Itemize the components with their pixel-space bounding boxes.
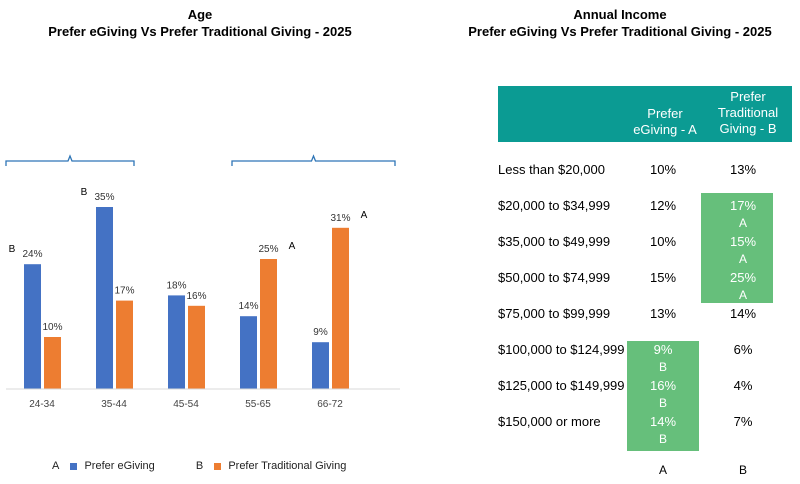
- header-col-a-line: eGiving - A: [633, 122, 697, 137]
- income-row-label: $100,000 to $124,999: [498, 342, 625, 357]
- bar-value-label: 18%: [166, 280, 186, 291]
- x-tick-label: 45-54: [173, 399, 199, 410]
- bar-value-label: 9%: [313, 327, 328, 338]
- age-chart-title: Age Prefer eGiving Vs Prefer Traditional…: [0, 6, 400, 40]
- bar-traditional-66-72: [332, 227, 349, 389]
- income-cell-b: 14%: [729, 306, 757, 321]
- income-significance-a: B: [658, 396, 667, 410]
- income-cell-a: 9%: [653, 342, 673, 357]
- income-cell-a: 13%: [649, 306, 677, 321]
- bar-traditional-35-44: [116, 300, 133, 389]
- bar-value-label: 35%: [94, 192, 114, 203]
- income-table-title-text: Annual Income: [573, 7, 667, 22]
- group-bracket: [5, 154, 135, 166]
- bar-value-label: 16%: [186, 291, 206, 302]
- income-table-subtitle: Prefer eGiving Vs Prefer Traditional Giv…: [468, 24, 772, 39]
- income-cell-b: 13%: [729, 162, 757, 177]
- income-cell-b: 25%: [729, 270, 757, 285]
- income-row-label: $125,000 to $149,999: [498, 378, 625, 393]
- income-significance-a: B: [658, 432, 667, 446]
- income-cell-a: 14%: [649, 414, 677, 429]
- highlight-block-b: [701, 193, 773, 303]
- income-row-label: Less than $20,000: [498, 162, 605, 177]
- header-col-a-line: Prefer: [647, 106, 683, 121]
- income-significance-b: A: [738, 252, 747, 266]
- bar-value-label: 10%: [42, 322, 62, 333]
- header-col-a: Prefer eGiving - A: [630, 106, 700, 138]
- bar-egiving-66-72: [312, 342, 329, 389]
- age-chart-title-text: Age: [187, 7, 213, 22]
- age-bar-chart: 24% 10% 24-34 B 35% 17% 35-44 B 18%16% 45-54 14% 25…: [5, 154, 400, 410]
- header-col-b-line: Traditional: [717, 105, 779, 120]
- x-tick-label: 35-44: [101, 399, 127, 410]
- legend-code-a: A: [52, 460, 60, 473]
- legend-label-traditional: Prefer Traditional Giving: [228, 460, 347, 473]
- significance-mark: A: [361, 210, 368, 221]
- footer-code-a: A: [658, 463, 667, 477]
- bar-value-label: 25%: [258, 244, 278, 255]
- legend-label-egiving: Prefer eGiving: [84, 460, 155, 473]
- income-cell-a: 10%: [649, 234, 677, 249]
- income-cell-b: 4%: [733, 378, 753, 393]
- bar-value-label: 24%: [22, 249, 42, 260]
- age-bars: 24% 10% 24-34 B 35% 17% 35-44 B 18%16% 45-54 14% 25…: [9, 187, 368, 410]
- income-cell-a: 16%: [649, 378, 677, 393]
- income-cell-a: 10%: [649, 162, 677, 177]
- bar-traditional-24-34: [44, 337, 61, 389]
- income-row-label: $35,000 to $49,999: [498, 234, 611, 249]
- x-tick-label: 55-65: [245, 399, 271, 410]
- income-significance-b: A: [738, 288, 747, 302]
- income-row-label: $150,000 or more: [498, 414, 601, 429]
- footer-code-b: B: [738, 463, 747, 477]
- income-cell-a: 15%: [649, 270, 677, 285]
- bar-egiving-45-54: [168, 295, 185, 389]
- income-table-header: Prefer eGiving - A Prefer Traditional Gi…: [498, 86, 792, 142]
- x-tick-label: 66-72: [317, 399, 343, 410]
- header-col-b: Prefer Traditional Giving - B: [708, 89, 788, 137]
- bar-value-label: 14%: [238, 301, 258, 312]
- x-tick-label: 24-34: [29, 399, 55, 410]
- income-significance-a: B: [658, 360, 667, 374]
- age-chart-subtitle: Prefer eGiving Vs Prefer Traditional Giv…: [48, 24, 352, 39]
- group-bracket: [231, 154, 396, 166]
- age-group-brackets: [5, 154, 396, 166]
- significance-mark: B: [9, 244, 16, 255]
- legend-code-b: B: [195, 460, 204, 473]
- income-cell-b: 17%: [729, 198, 757, 213]
- income-row-label: $75,000 to $99,999: [498, 306, 611, 321]
- income-row-label: $20,000 to $34,999: [498, 198, 611, 213]
- bar-value-label: 17%: [114, 286, 134, 297]
- bar-egiving-24-34: [24, 264, 41, 389]
- income-cell-b: 15%: [729, 234, 757, 249]
- income-cell-b: 7%: [733, 414, 753, 429]
- header-col-b-line: Prefer: [730, 89, 766, 104]
- legend-swatch-traditional: [214, 462, 222, 470]
- bar-value-label: 31%: [330, 213, 350, 224]
- income-cell-a: 12%: [649, 198, 677, 213]
- income-row-label: $50,000 to $74,999: [498, 270, 611, 285]
- age-chart-legend: A Prefer eGiving B Prefer Traditional Gi…: [52, 460, 346, 472]
- income-cell-b: 6%: [733, 342, 753, 357]
- significance-mark: B: [81, 187, 88, 198]
- legend-swatch-egiving: [70, 462, 78, 470]
- income-table-title: Annual Income Prefer eGiving Vs Prefer T…: [440, 6, 800, 40]
- highlight-block-a: [627, 341, 699, 451]
- bar-egiving-55-65: [240, 316, 257, 389]
- bar-egiving-35-44: [96, 207, 113, 389]
- header-col-b-line: Giving - B: [719, 121, 777, 136]
- income-significance-b: A: [738, 216, 747, 230]
- bar-traditional-55-65: [260, 259, 277, 389]
- bar-traditional-45-54: [188, 305, 205, 389]
- significance-mark: A: [289, 241, 296, 252]
